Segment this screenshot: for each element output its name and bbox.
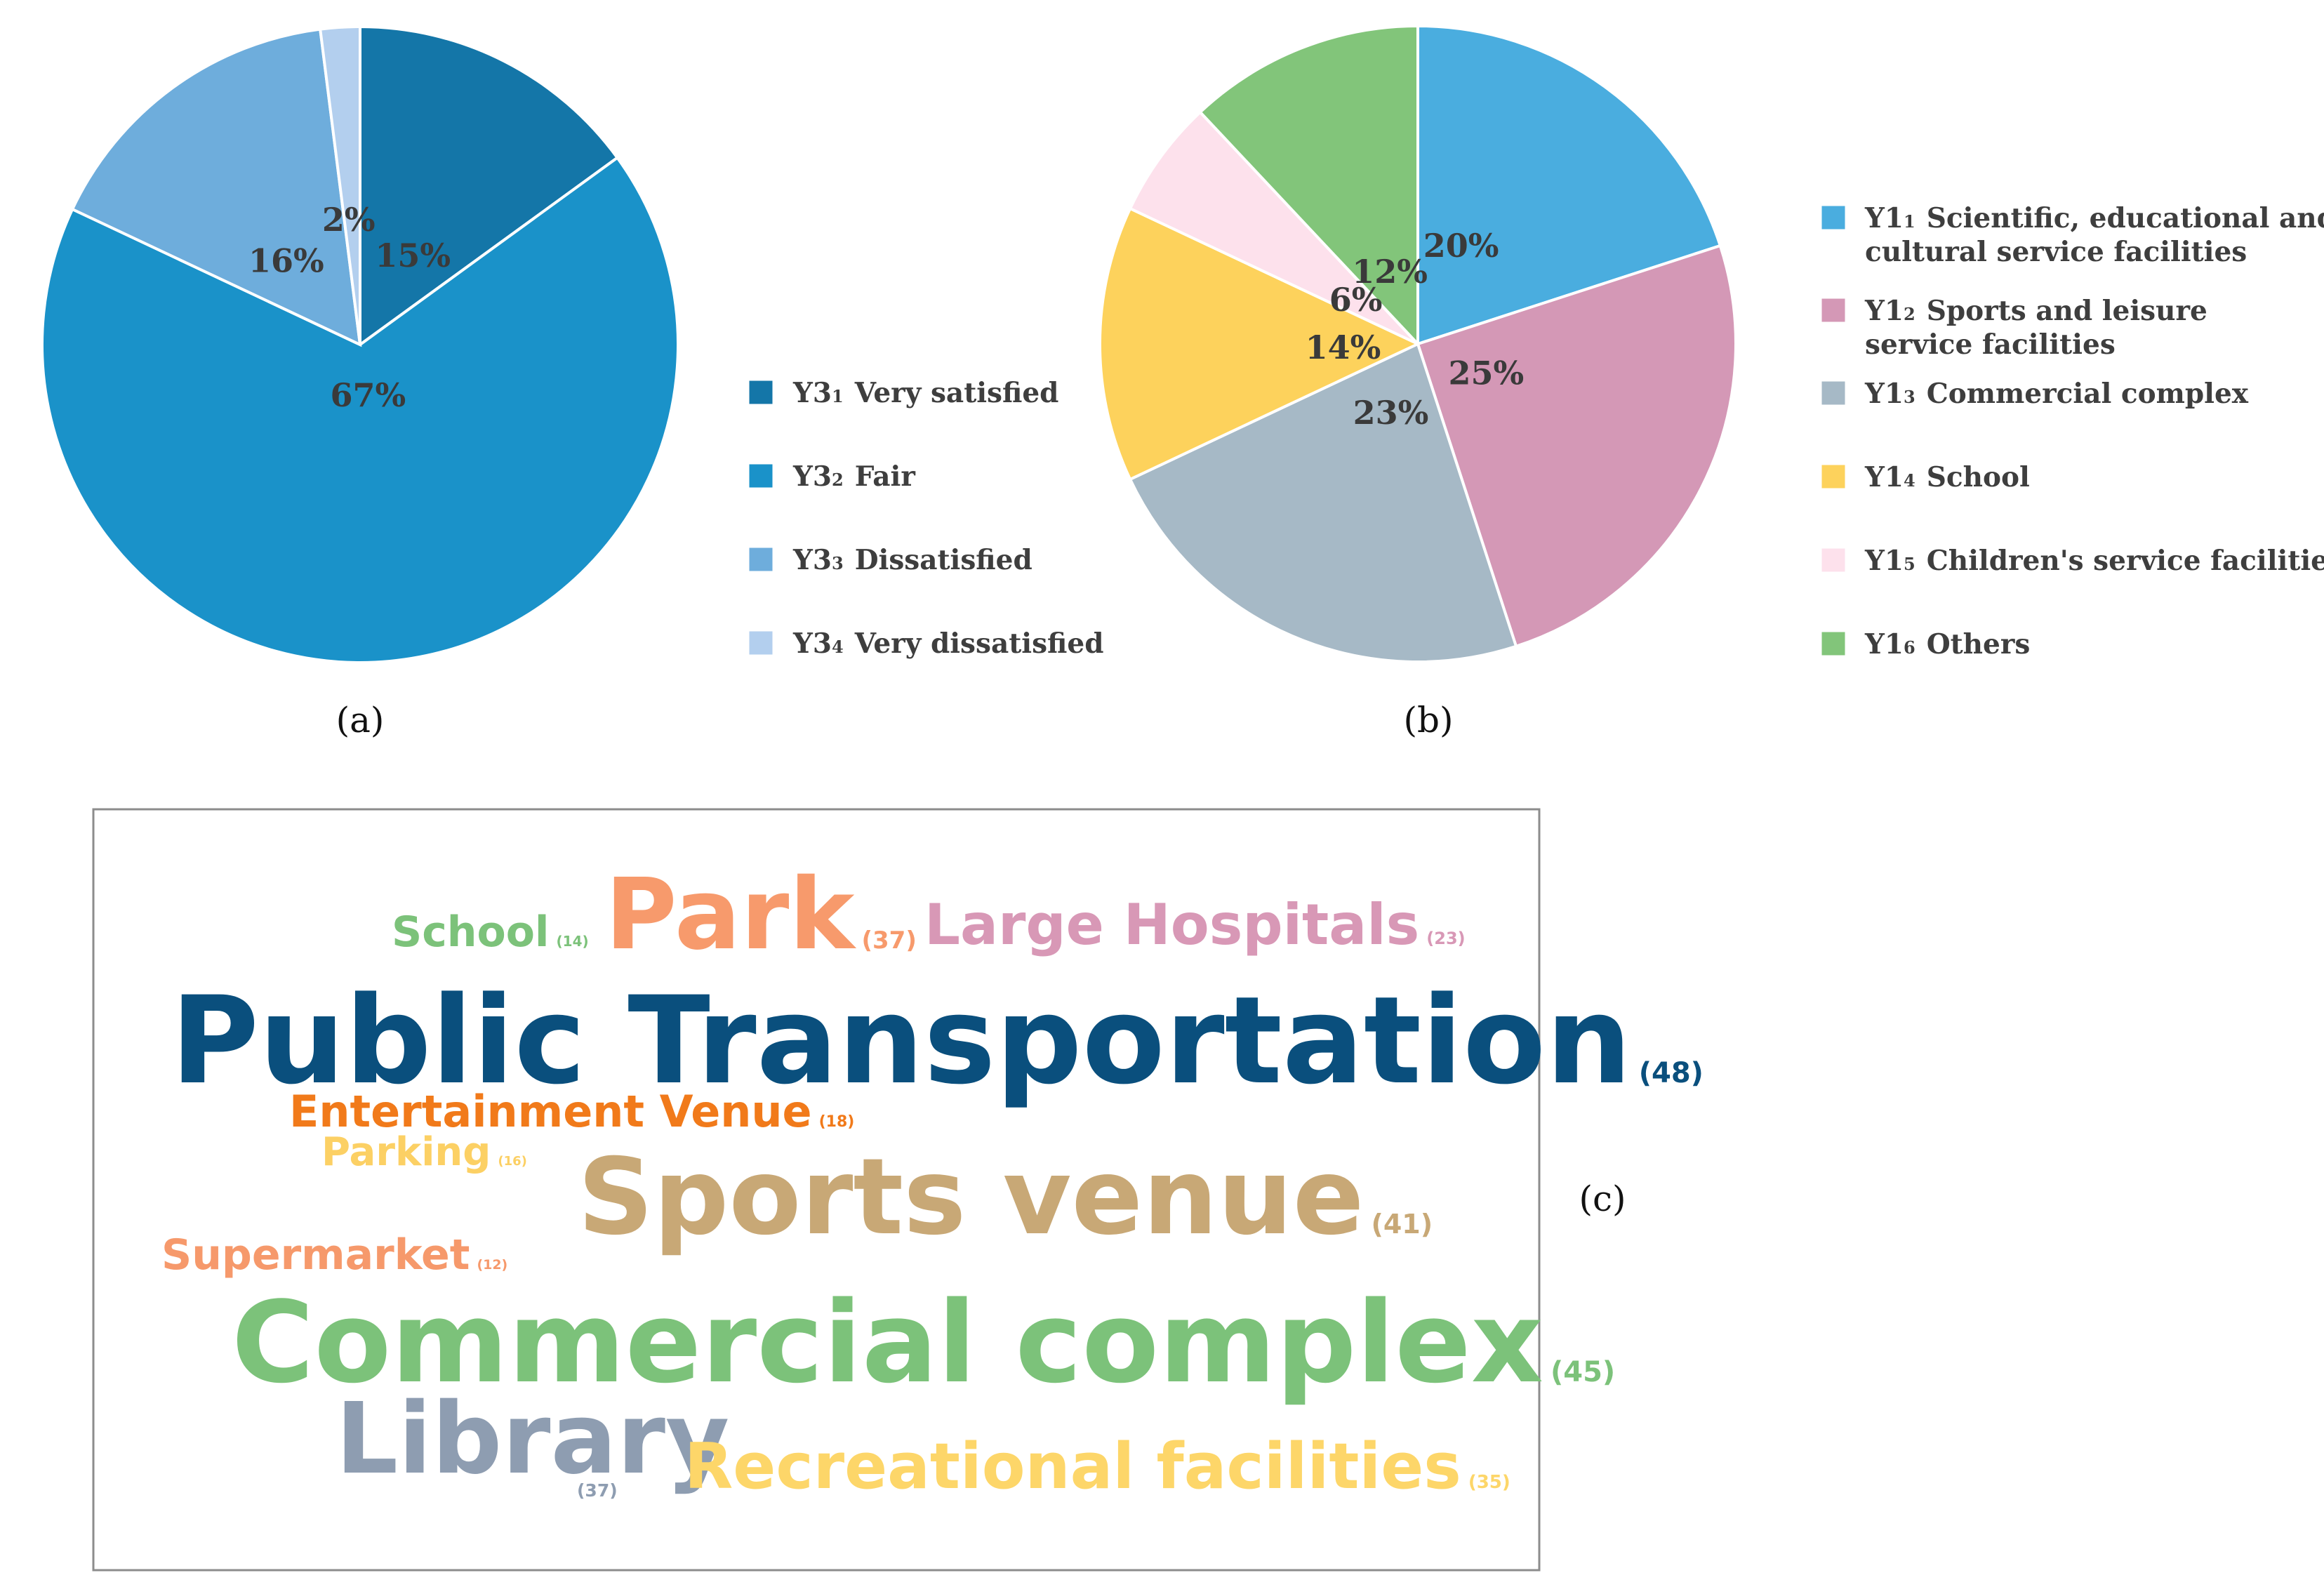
word-count-large-hospitals: (23) [1426, 929, 1465, 948]
pie-b-legend-label-5: Y15 Children's service facilities [1864, 545, 2324, 577]
word-count-commercial-complex: (45) [1551, 1356, 1615, 1388]
pie-a-slice-4 [318, 25, 361, 345]
pie-b-legend-swatch-4 [1821, 464, 1846, 489]
pie-a-legend-label-2: Y32 Fair [792, 460, 915, 493]
pie-b-legend-label-2: Y12 Sports and leisure [1864, 295, 2207, 327]
pie-a-legend-item-3: Y33 Dissatisfied [748, 544, 1032, 576]
word-count-public-transportation: (48) [1639, 1057, 1704, 1089]
pie-b-legend-label-4: Y14 School [1864, 461, 2030, 493]
word-parking: Parking [321, 1129, 491, 1175]
pie-a-slice-1 [359, 25, 620, 347]
pie-b-data-label-4: 14% [1306, 328, 1381, 366]
pie-a-legend-label-4: Y34 Very dissatisfied [792, 628, 1103, 660]
word-supermarket: Supermarket [161, 1230, 470, 1280]
panel-label-c: (c) [1579, 1178, 1626, 1219]
word-large-hospitals: Large Hospitals [924, 892, 1419, 957]
panel-label-a: (a) [336, 700, 385, 741]
pie-b-legend-item-3: Y13 Commercial complex [1821, 378, 2249, 410]
pie-a-legend-swatch-1 [748, 380, 773, 405]
pie-a-legend-label-3: Y33 Dissatisfied [792, 544, 1032, 576]
pie-a-legend-item-1: Y31 Very satisfied [748, 377, 1058, 409]
pie-b-legend-swatch-5 [1821, 547, 1846, 573]
pie-b-slice-1 [1416, 24, 1722, 346]
pie-a-legend-item-2: Y32 Fair [748, 460, 915, 493]
word-count-parking: (16) [498, 1154, 527, 1169]
pie-a-legend-label-1: Y31 Very satisfied [792, 377, 1058, 409]
pie-chart-a: 15% 67% 16%2% [41, 25, 679, 664]
pie-a-slice-2 [41, 155, 679, 664]
word-count-school: (14) [557, 933, 589, 950]
pie-b-slice-3 [1128, 342, 1518, 663]
word-commercial-complex: Commercial complex [232, 1277, 1543, 1408]
pie-b-legend-item-6: Y16 Others [1821, 628, 2030, 660]
pie-a-legend-item-4: Y34 Very dissatisfied [748, 628, 1103, 660]
word-count-entertainment-venue: (18) [819, 1113, 855, 1131]
pie-a-slice-3 [70, 27, 362, 347]
word-park: Park [605, 858, 856, 972]
pie-b-slice-2 [1416, 244, 1737, 649]
word-sports-venue: Sports venue [578, 1136, 1364, 1259]
pie-b-legend-swatch-2 [1821, 298, 1846, 323]
pie-b-legend-label-6: Y16 Others [1864, 628, 2030, 660]
legend-a: Y31 Very satisfied Y32 Fair Y33 Dissatisfied Y… [748, 377, 1103, 660]
pie-a-legend-swatch-3 [748, 547, 773, 572]
pie-b-legend-item-5: Y15 Children's service facilities [1821, 545, 2324, 577]
pie-b-legend-item-4: Y14 School [1821, 461, 2030, 493]
pie-b-slice-4 [1098, 206, 1421, 482]
word-public-transportation: Public Transportation [171, 970, 1632, 1111]
word-count-sports-venue: (41) [1371, 1209, 1433, 1240]
pie-b-legend-swatch-6 [1821, 631, 1846, 656]
pie-b-legend-label-1-line-2: cultural service facilities [1865, 236, 2247, 268]
pie-a-data-label-3: 16% [248, 241, 324, 279]
pie-a-data-label-1: 15% [375, 237, 451, 274]
pie-b-data-label-6: 12% [1352, 253, 1428, 291]
pie-a-data-label-2: 67% [330, 376, 406, 414]
pie-a-data-label-4: 2% [322, 201, 376, 239]
pie-b-data-label-2: 25% [1449, 354, 1525, 392]
pie-b-legend-label-2-line-2: service facilities [1865, 328, 2116, 361]
wordcloud: Public Transportation (48) Commercial comp… [161, 858, 1704, 1503]
word-recreational-facilities: Recreational facilities [684, 1430, 1461, 1503]
word-count-supermarket: (12) [477, 1257, 507, 1273]
pie-a-legend-swatch-4 [748, 630, 773, 656]
word-entertainment-venue: Entertainment Venue [289, 1086, 812, 1137]
word-count-recreational-facilities: (35) [1468, 1472, 1510, 1493]
pie-b-data-label-1: 20% [1423, 227, 1499, 265]
wordcloud-frame [92, 808, 1541, 1572]
pie-b-data-label-5: 6% [1329, 281, 1383, 319]
pie-b-legend-swatch-3 [1821, 380, 1846, 406]
pie-b-legend-swatch-1 [1821, 205, 1846, 230]
word-count-library: (37) [577, 1480, 618, 1501]
pie-chart-b: 20% 25% 23% 14% 6%12% [1098, 24, 1737, 663]
pie-b-data-label-3: 23% [1353, 394, 1429, 432]
word-library: Library [336, 1382, 729, 1496]
pie-b-slice-5 [1128, 109, 1419, 345]
word-school: School [392, 908, 550, 957]
pie-b-slice-6 [1198, 24, 1419, 348]
pie-b-legend-label-1: Y11 Scientific, educational and [1864, 202, 2324, 234]
word-count-park: (37) [861, 927, 916, 955]
pie-b-legend-label-3: Y13 Commercial complex [1864, 378, 2249, 410]
panel-label-b: (b) [1403, 700, 1453, 741]
pie-a-legend-swatch-2 [748, 463, 773, 489]
